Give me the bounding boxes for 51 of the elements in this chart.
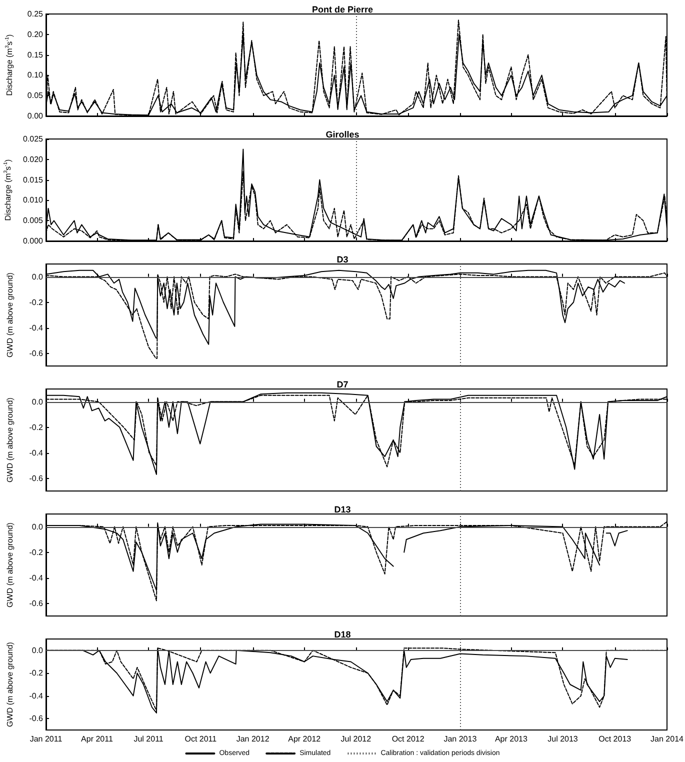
y-tick-label: 0.25 <box>27 10 44 18</box>
y-tick-label: 0.0 <box>32 397 44 406</box>
chart-title: D13 <box>334 504 351 514</box>
x-tick-label: Apr 2013 <box>494 734 528 744</box>
y-axis-title: GWD (m above ground) <box>6 522 14 608</box>
x-tick-label: Oct 2013 <box>598 734 632 744</box>
x-tick-label: Jan 2012 <box>236 734 270 744</box>
y-tick-label: -0.6 <box>29 714 44 724</box>
y-tick-label: -0.4 <box>29 573 44 582</box>
y-tick-label: 0.005 <box>22 216 44 226</box>
y-tick-label: 0.0 <box>32 522 44 532</box>
y-axis-title: GWD (m above ground) <box>6 397 14 482</box>
y-tick-label: -0.2 <box>29 298 44 307</box>
y-tick-label: 0.15 <box>27 50 44 60</box>
x-tick-label: Apr 2011 <box>81 734 114 744</box>
chart-title: D18 <box>334 630 351 640</box>
y-tick-label: -0.4 <box>29 691 44 700</box>
chart-title: Girolles <box>326 130 360 140</box>
y-tick-label: 0.0 <box>32 646 44 655</box>
y-tick-label: -0.2 <box>29 548 44 557</box>
y-tick-label: -0.6 <box>29 474 44 483</box>
y-axis-title: GWD (m above ground) <box>6 642 14 727</box>
x-tick-label: Jan 2013 <box>444 734 478 744</box>
x-tick-label: Apr 2012 <box>288 734 322 744</box>
y-tick-label: 0.000 <box>22 236 44 246</box>
x-tick-label: Jan 2014 <box>650 734 684 744</box>
x-tick-label: Jul 2013 <box>548 734 578 744</box>
y-tick-label: 0.00 <box>27 112 44 120</box>
y-tick-label: -0.6 <box>29 598 44 608</box>
y-axis-title: GWD (m above ground) <box>6 272 14 358</box>
y-tick-label: 0.05 <box>27 91 44 100</box>
y-tick-label: 0.025 <box>22 134 44 144</box>
x-tick-label: Oct 2011 <box>184 734 218 744</box>
x-tick-label: Jan 2011 <box>30 734 63 744</box>
x-tick-label: Jul 2012 <box>340 734 372 744</box>
y-tick-label: -0.2 <box>29 668 44 678</box>
chart-title: Pont de Pierre <box>312 4 374 14</box>
y-tick-label: 0.010 <box>22 196 44 205</box>
x-tick-label: Oct 2012 <box>392 734 425 744</box>
chart-title: D3 <box>336 254 348 264</box>
y-tick-label: -0.4 <box>29 448 44 458</box>
y-tick-label: -0.6 <box>29 348 44 358</box>
y-tick-label: 0.10 <box>27 70 44 80</box>
y-tick-label: -0.2 <box>29 422 44 432</box>
y-tick-label: 0.020 <box>22 154 44 164</box>
chart-title: D7 <box>336 380 348 390</box>
x-tick-label: Jul 2011 <box>134 734 164 744</box>
y-tick-label: 0.015 <box>22 175 44 184</box>
y-tick-label: 0.0 <box>32 272 44 282</box>
y-tick-label: 0.20 <box>27 30 44 39</box>
y-tick-label: -0.4 <box>29 323 44 332</box>
